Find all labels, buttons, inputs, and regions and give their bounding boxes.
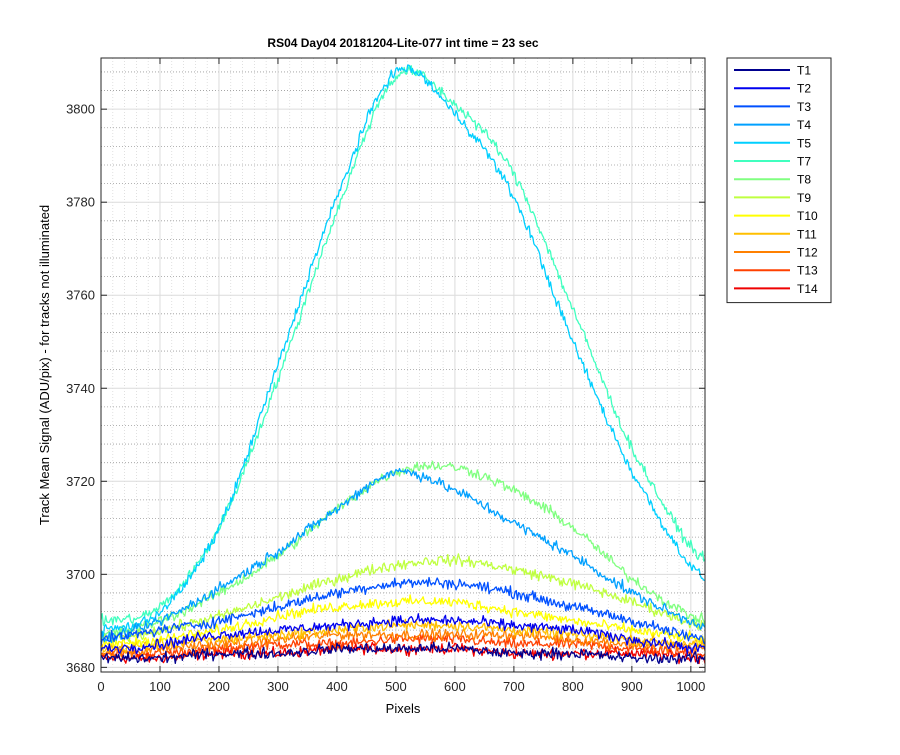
legend-label-t2: T2 bbox=[797, 82, 811, 96]
x-tick-label: 100 bbox=[149, 679, 171, 694]
y-tick-label: 3760 bbox=[66, 288, 95, 303]
series-line-t10 bbox=[100, 594, 706, 649]
legend-label-t8: T8 bbox=[797, 173, 811, 187]
legend-label-t4: T4 bbox=[797, 118, 811, 132]
y-tick-label: 3700 bbox=[66, 567, 95, 582]
x-axis-label: Pixels bbox=[386, 701, 421, 716]
legend-label-t9: T9 bbox=[797, 191, 811, 205]
axes: 0 100 200 300 400 500 600 700 800 900 1000 3680 3700… bbox=[66, 57, 706, 694]
legend-label-t1: T1 bbox=[797, 64, 811, 78]
x-tick-label: 900 bbox=[621, 679, 643, 694]
series-line-t4 bbox=[100, 467, 706, 644]
legend-label-t10: T10 bbox=[797, 209, 818, 223]
series-line-t7 bbox=[100, 65, 706, 626]
plot-area bbox=[101, 58, 705, 672]
series-lines bbox=[100, 64, 706, 665]
legend-label-t12: T12 bbox=[797, 246, 818, 260]
series-line-t12 bbox=[100, 627, 706, 659]
grid bbox=[100, 58, 705, 672]
legend-box bbox=[726, 57, 832, 304]
legend-label-t11: T11 bbox=[797, 227, 817, 241]
legend: T1 T2 T3 T4 T5 T7 T8 T9 T10 T11 T12 T13 T14 bbox=[726, 57, 832, 304]
series-line-t2 bbox=[100, 613, 706, 655]
y-tick-label: 3720 bbox=[66, 474, 95, 489]
y-tick-label: 3800 bbox=[66, 102, 95, 117]
y-tick-label: 3780 bbox=[66, 195, 95, 210]
series-line-t8 bbox=[100, 460, 706, 637]
y-axis-label: Track Mean Signal (ADU/pix) - for tracks… bbox=[37, 205, 52, 525]
series-line-t5 bbox=[100, 64, 706, 637]
series-line-t9 bbox=[100, 553, 706, 643]
y-tick-label: 3680 bbox=[66, 660, 95, 675]
x-tick-label: 300 bbox=[267, 679, 289, 694]
x-tick-label: 1000 bbox=[676, 679, 705, 694]
x-tick-label: 0 bbox=[97, 679, 104, 694]
legend-label-t3: T3 bbox=[797, 100, 811, 114]
y-tick-label: 3740 bbox=[66, 381, 95, 396]
x-tick-label: 600 bbox=[444, 679, 466, 694]
axes-box bbox=[100, 57, 706, 673]
legend-label-t5: T5 bbox=[797, 136, 811, 150]
series-line-t3 bbox=[100, 576, 706, 647]
x-tick-label: 500 bbox=[385, 679, 407, 694]
legend-label-t14: T14 bbox=[797, 282, 818, 296]
x-tick-label: 200 bbox=[208, 679, 230, 694]
series-line-t1 bbox=[100, 641, 706, 665]
chart-title: RS04 Day04 20181204-Lite-077 int time = … bbox=[267, 36, 538, 50]
x-tick-label: 400 bbox=[326, 679, 348, 694]
x-tick-label: 700 bbox=[503, 679, 525, 694]
legend-label-t7: T7 bbox=[797, 155, 811, 169]
x-tick-label: 800 bbox=[562, 679, 584, 694]
legend-label-t13: T13 bbox=[797, 264, 818, 278]
